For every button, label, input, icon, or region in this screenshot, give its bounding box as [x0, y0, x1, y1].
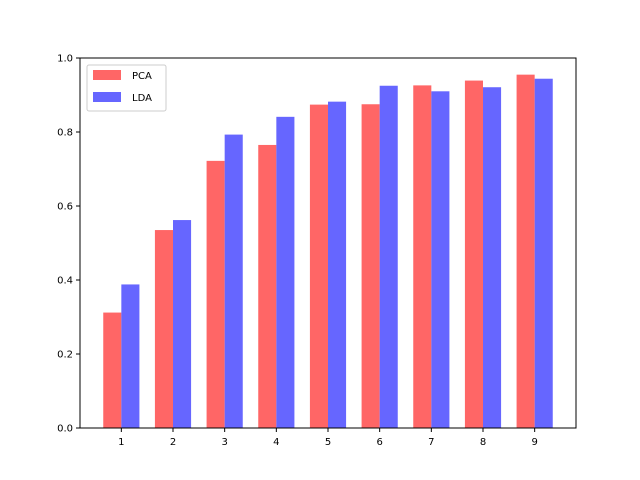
- bar-pca-8: [464, 80, 483, 428]
- x-axis: 1 2 3 4 5 6 7 8 9: [118, 428, 538, 448]
- bar-pca-3: [206, 160, 225, 429]
- y-tick-label: 0.0: [57, 424, 73, 435]
- x-tick-label: 6: [376, 437, 382, 448]
- bars-group: [103, 74, 553, 429]
- legend: PCA LDA: [86, 64, 167, 112]
- bar-lda-8: [483, 87, 502, 428]
- bar-lda-2: [173, 220, 192, 428]
- plot-frame: [79, 57, 577, 429]
- legend-swatch-pca: [93, 70, 121, 80]
- bar-lda-4: [276, 116, 295, 428]
- bar-lda-1: [121, 284, 140, 428]
- y-tick-label: 0.2: [57, 350, 73, 361]
- legend-label-lda: LDA: [132, 93, 152, 104]
- y-tick-label: 0.8: [57, 128, 73, 139]
- x-tick-label: 9: [531, 437, 537, 448]
- x-tick-label: 5: [325, 437, 331, 448]
- legend-swatch-lda: [93, 92, 121, 102]
- bar-pca-7: [413, 85, 432, 428]
- x-tick-label: 4: [273, 437, 279, 448]
- bar-pca-1: [103, 312, 122, 428]
- bar-lda-3: [224, 134, 243, 428]
- legend-label-pca: PCA: [132, 71, 152, 82]
- x-tick-label: 7: [428, 437, 434, 448]
- y-tick-label: 1.0: [57, 54, 73, 65]
- bar-lda-6: [379, 85, 398, 428]
- bar-lda-9: [534, 78, 553, 428]
- bar-pca-5: [309, 104, 328, 429]
- y-tick-label: 0.4: [57, 276, 73, 287]
- x-tick-label: 1: [118, 437, 124, 448]
- bar-lda-5: [328, 101, 347, 428]
- y-axis: 0.0 0.2 0.4 0.6 0.8 1.0: [57, 54, 80, 435]
- bar-pca-9: [516, 74, 535, 429]
- x-tick-label: 3: [221, 437, 227, 448]
- x-tick-label: 2: [170, 437, 176, 448]
- x-tick-label: 8: [480, 437, 486, 448]
- y-tick-label: 0.6: [57, 202, 73, 213]
- bar-pca-4: [258, 144, 277, 428]
- bar-pca-6: [361, 104, 380, 428]
- bar-pca-2: [154, 230, 173, 428]
- bar-lda-7: [431, 91, 450, 429]
